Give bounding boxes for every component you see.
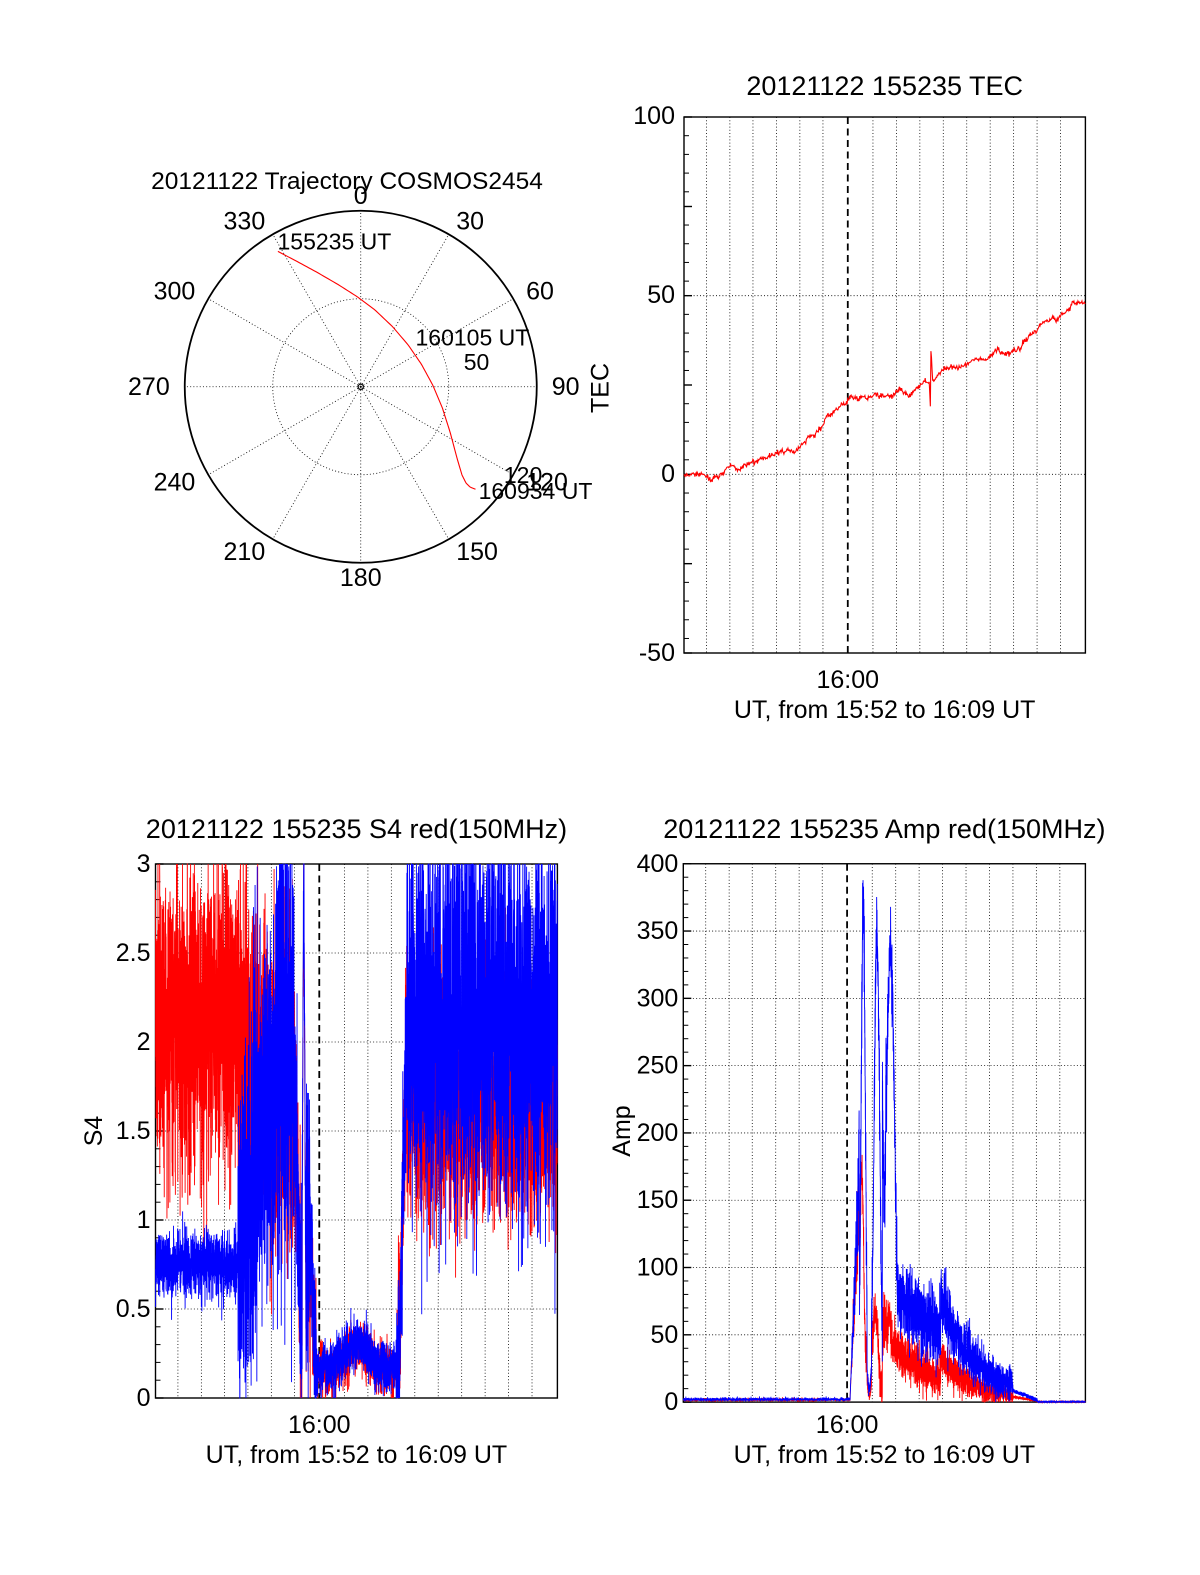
svg-text:20121122 155235 TEC: 20121122 155235 TEC — [746, 71, 1023, 101]
svg-text:0.5: 0.5 — [116, 1295, 151, 1323]
svg-text:0: 0 — [664, 1388, 678, 1416]
svg-text:0: 0 — [354, 182, 368, 210]
svg-text:330: 330 — [224, 207, 266, 235]
svg-text:2: 2 — [137, 1028, 151, 1056]
svg-text:50: 50 — [647, 281, 675, 309]
svg-text:300: 300 — [154, 277, 196, 305]
svg-text:30: 30 — [456, 207, 484, 235]
svg-text:350: 350 — [637, 917, 679, 945]
svg-text:0: 0 — [661, 460, 675, 488]
svg-text:UT, from 15:52 to 16:09 UT: UT, from 15:52 to 16:09 UT — [734, 696, 1036, 724]
svg-text:3: 3 — [137, 850, 151, 878]
svg-text:S4: S4 — [80, 1116, 108, 1147]
svg-text:240: 240 — [154, 468, 196, 496]
svg-text:180: 180 — [340, 564, 382, 592]
svg-text:150: 150 — [637, 1186, 679, 1214]
svg-text:210: 210 — [224, 538, 266, 566]
svg-text:60: 60 — [526, 277, 554, 305]
svg-text:300: 300 — [637, 984, 679, 1012]
svg-text:20121122 155235 S4 red(150MHz): 20121122 155235 S4 red(150MHz) — [146, 814, 567, 844]
svg-text:400: 400 — [637, 850, 679, 878]
svg-text:0: 0 — [137, 1384, 151, 1412]
svg-text:90: 90 — [552, 373, 580, 401]
svg-text:Amp: Amp — [608, 1105, 636, 1156]
svg-text:160105 UT: 160105 UT — [416, 325, 530, 351]
svg-text:2.5: 2.5 — [116, 939, 151, 967]
svg-text:250: 250 — [637, 1052, 679, 1080]
svg-text:155235 UT: 155235 UT — [278, 228, 392, 254]
svg-text:UT, from 15:52 to 16:09 UT: UT, from 15:52 to 16:09 UT — [206, 1441, 508, 1469]
svg-text:120: 120 — [504, 462, 542, 488]
svg-text:-50: -50 — [639, 639, 675, 667]
svg-text:270: 270 — [128, 373, 170, 401]
svg-text:100: 100 — [637, 1254, 679, 1282]
svg-text:20121122 Trajectory COSMOS2454: 20121122 Trajectory COSMOS2454 — [151, 168, 543, 195]
svg-text:200: 200 — [637, 1119, 679, 1147]
svg-text:20121122 155235 Amp red(150MHz: 20121122 155235 Amp red(150MHz) — [663, 814, 1105, 844]
svg-text:150: 150 — [456, 538, 498, 566]
svg-text:1.5: 1.5 — [116, 1117, 151, 1145]
svg-text:50: 50 — [464, 349, 490, 375]
svg-text:50: 50 — [650, 1321, 678, 1349]
svg-text:1: 1 — [137, 1206, 151, 1234]
svg-text:TEC: TEC — [586, 363, 614, 413]
svg-text:16:00: 16:00 — [816, 666, 879, 694]
svg-text:100: 100 — [633, 102, 675, 130]
svg-text:UT, from 15:52 to 16:09 UT: UT, from 15:52 to 16:09 UT — [734, 1441, 1036, 1469]
svg-text:16:00: 16:00 — [816, 1411, 879, 1439]
svg-text:16:00: 16:00 — [288, 1411, 351, 1439]
